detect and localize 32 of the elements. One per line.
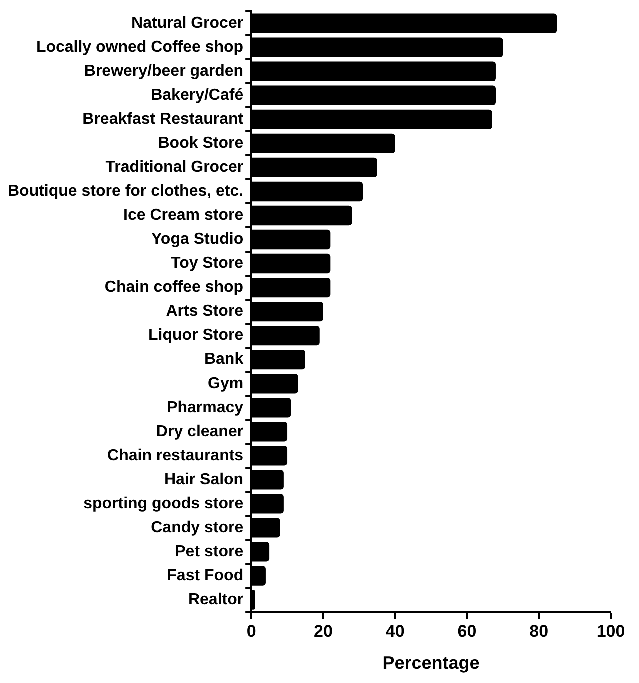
y-tick-label: Ice Cream store [124,207,244,224]
y-tick-label: Pharmacy [167,399,244,416]
x-tick-label: 100 [596,622,626,641]
y-tick-label: Bakery/Café [151,87,244,104]
y-tick-label: Chain restaurants [108,447,244,464]
y-tick-label: Pet store [175,543,244,560]
x-axis-title: Percentage [382,653,480,674]
x-tick-label: 0 [246,622,256,641]
x-tick-label: 20 [314,622,333,641]
y-tick-label: Brewery/beer garden [84,63,244,80]
y-tick-label: Locally owned Coffee shop [36,39,244,56]
y-tick-label: Boutique store for clothes, etc. [8,183,244,200]
y-tick-label: Candy store [151,519,244,536]
y-tick-label: Hair Salon [164,471,244,488]
y-tick-label: Yoga Studio [151,231,244,248]
y-tick-label: Traditional Grocer [106,159,244,176]
x-tick-label: 80 [530,622,549,641]
y-tick-label: Liquor Store [148,327,244,344]
y-tick-label: Bank [204,351,244,368]
y-tick-label: Realtor [188,591,244,608]
y-tick-label: Breakfast Restaurant [82,111,244,128]
y-tick-label: Arts Store [166,303,244,320]
y-tick-label: Toy Store [170,255,244,272]
y-tick-label: Chain coffee shop [104,279,244,296]
x-tick-label: 60 [458,622,477,641]
y-tick-label: Natural Grocer [132,15,244,32]
y-tick-label: Dry cleaner [156,423,244,440]
y-tick-label: Gym [208,375,244,392]
x-tick-label: 40 [386,622,405,641]
y-tick-label: Fast Food [167,567,244,584]
y-tick-label: Book Store [158,135,244,152]
y-tick-label: sporting goods store [84,495,244,512]
